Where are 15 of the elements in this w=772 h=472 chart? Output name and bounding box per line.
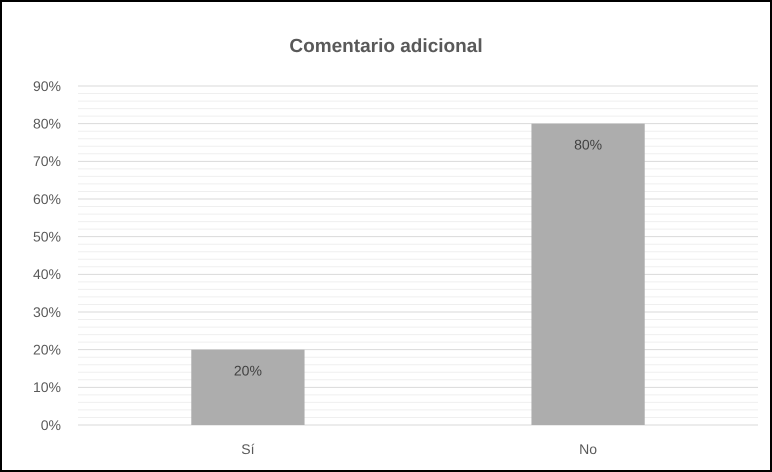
y-tick-label: 70% bbox=[32, 153, 61, 170]
y-tick-label: 80% bbox=[32, 116, 61, 132]
y-tick-label: 60% bbox=[32, 190, 61, 207]
y-tick-label: 50% bbox=[32, 228, 61, 245]
chart-title: Comentario adicional bbox=[289, 36, 483, 57]
x-tick-label: Sí bbox=[241, 441, 255, 457]
y-tick-label: 10% bbox=[32, 379, 61, 396]
y-tick-label: 30% bbox=[32, 304, 61, 320]
y-tick-label: 90% bbox=[32, 78, 61, 94]
x-tick-label: No bbox=[579, 441, 598, 457]
y-tick-label: 20% bbox=[32, 342, 61, 358]
y-tick-label: 40% bbox=[32, 266, 61, 282]
data-label: 80% bbox=[574, 136, 602, 153]
y-tick-label: 0% bbox=[40, 416, 61, 433]
data-label: 20% bbox=[234, 362, 262, 379]
